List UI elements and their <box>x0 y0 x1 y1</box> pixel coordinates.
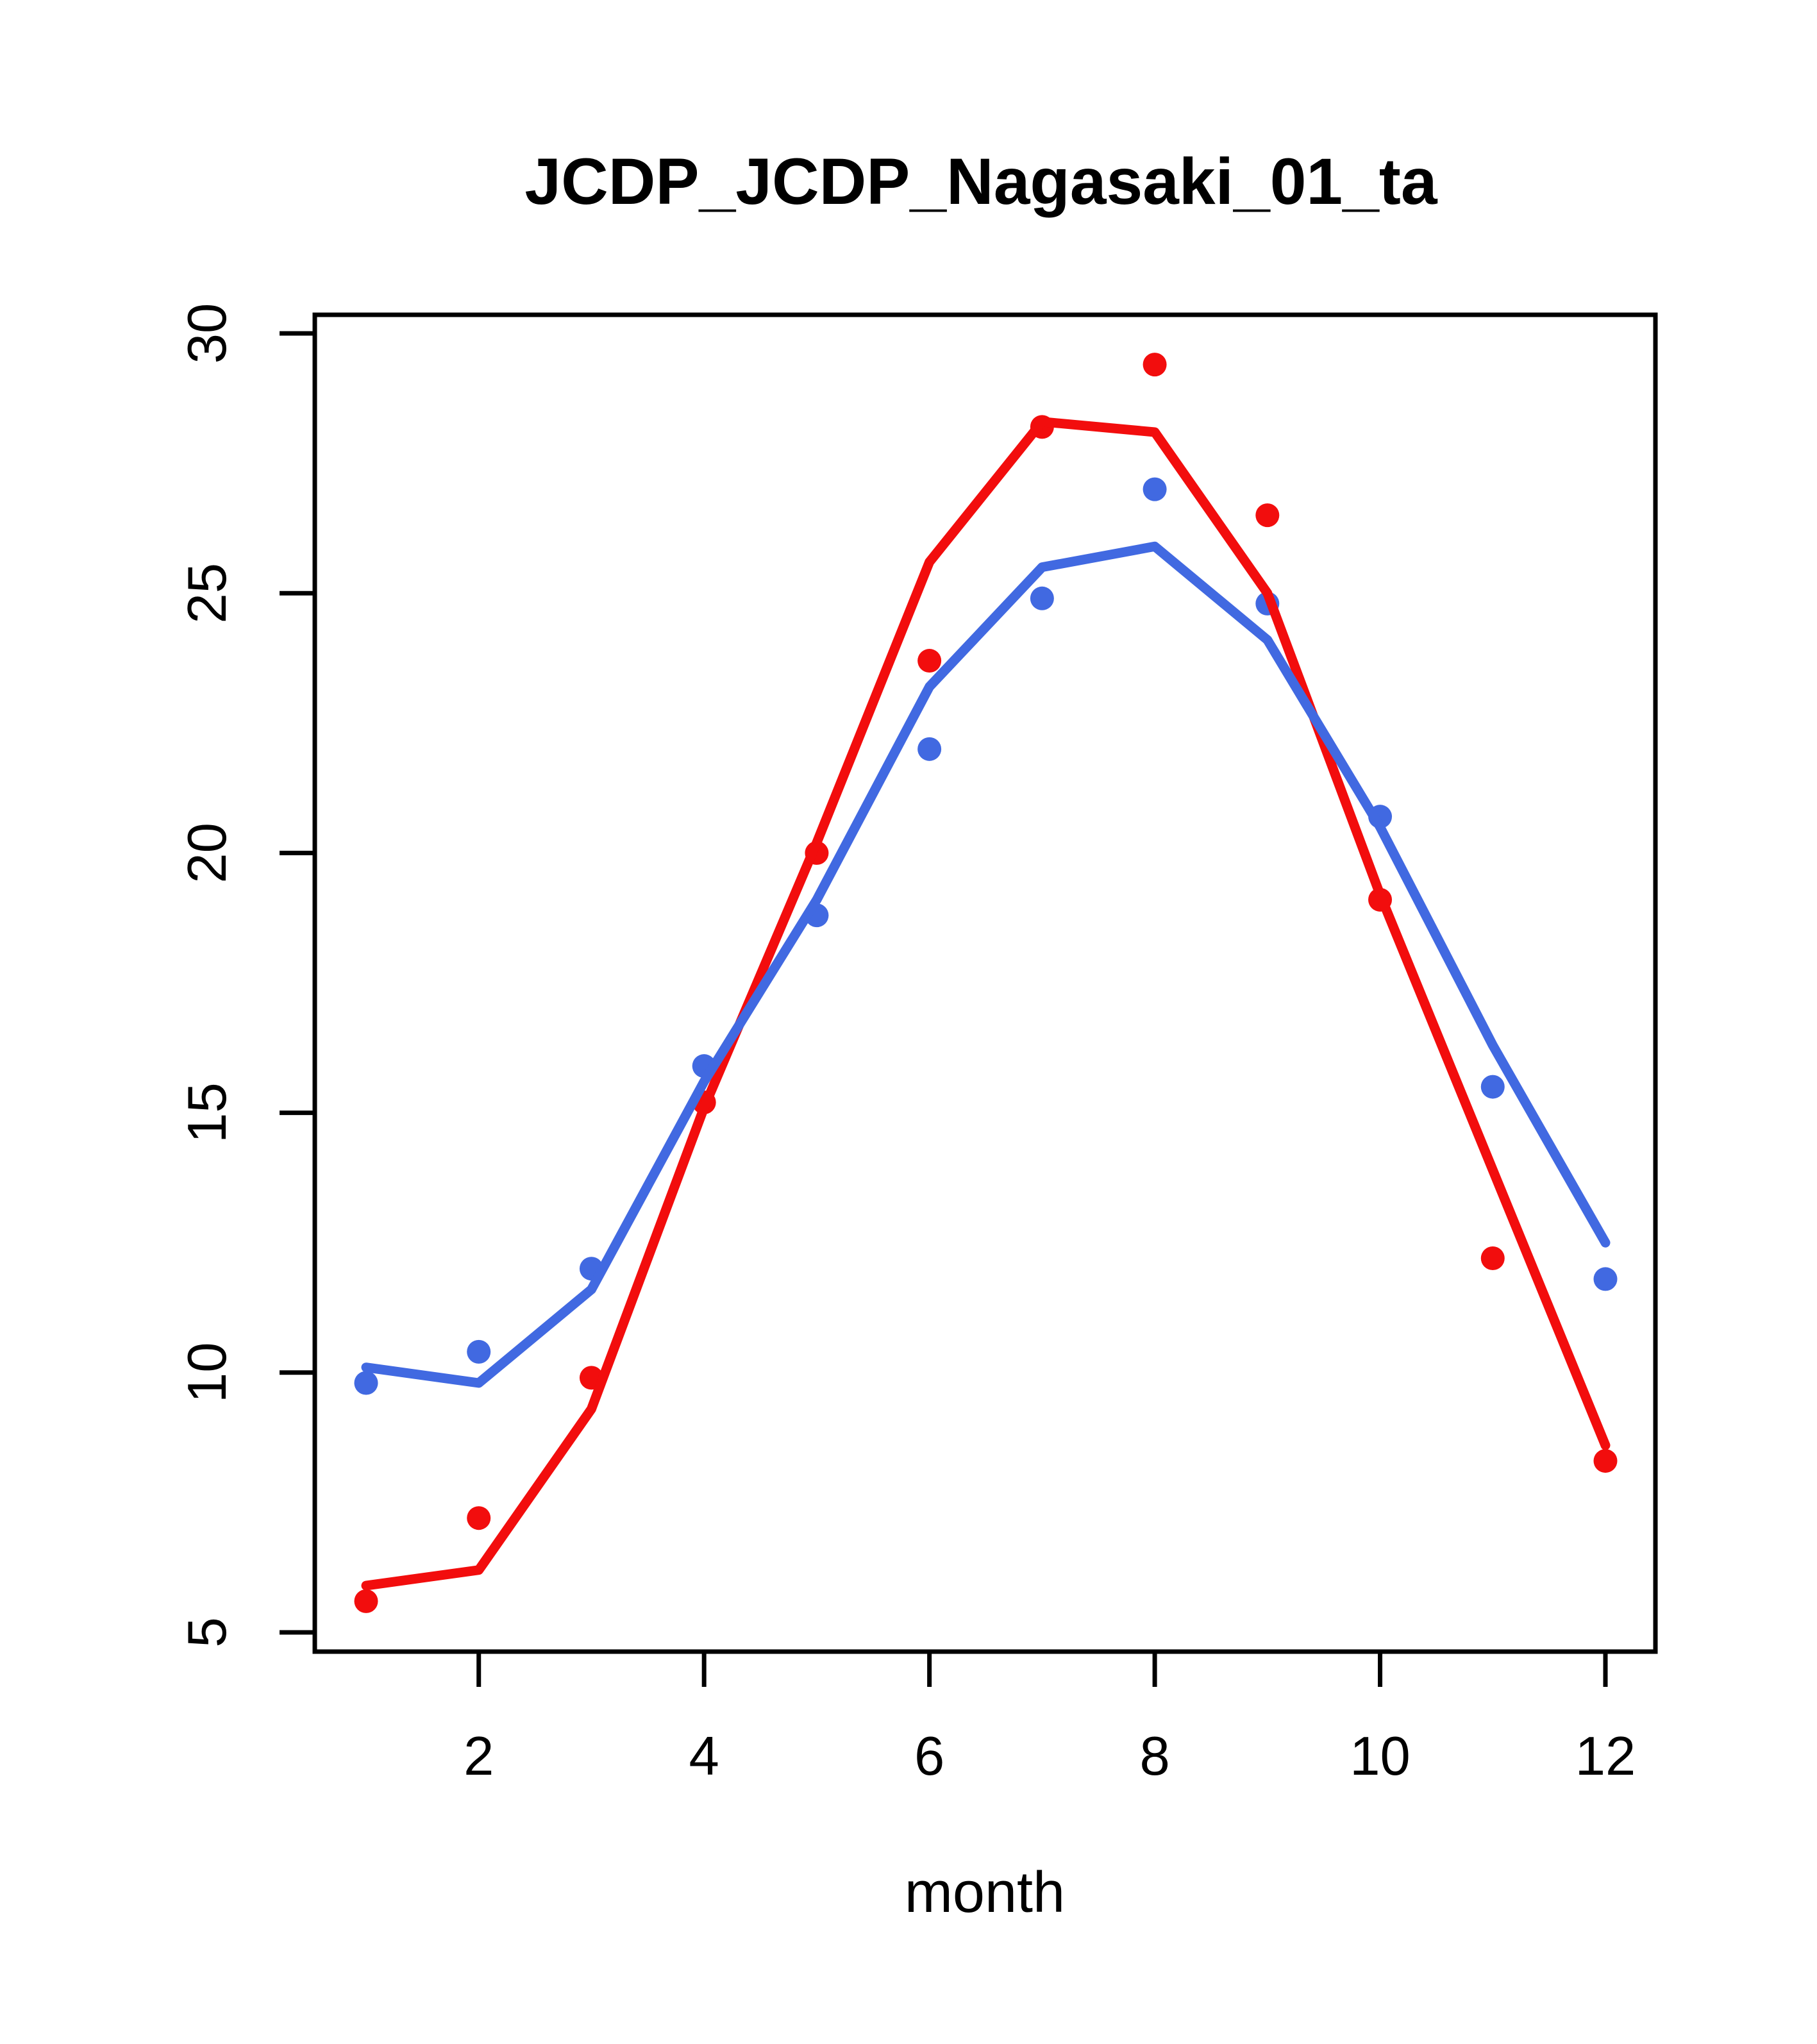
y-tick-label: 25 <box>177 563 238 624</box>
x-tick-label: 6 <box>914 1726 944 1787</box>
y-tick-label: 10 <box>177 1343 238 1403</box>
blue-observed-points-point <box>917 737 942 761</box>
blue-observed-points-point <box>1143 477 1167 501</box>
x-tick-label: 2 <box>464 1726 494 1787</box>
x-axis-tick-labels: 2 4 6 8 10 12 <box>464 1726 1636 1787</box>
chart-title: JCDP_JCDP_Nagasaki_01_ta <box>524 145 1437 218</box>
x-axis-ticks <box>476 1652 1608 1687</box>
red-observed-points-point <box>467 1506 491 1530</box>
blue-observed-points-point <box>354 1371 378 1395</box>
blue-observed-points-point <box>1030 586 1054 610</box>
blue-fitted-line-path <box>361 541 1611 1388</box>
red-observed-points-point <box>354 1589 378 1613</box>
blue-observed-points-point <box>1593 1267 1618 1291</box>
x-tick-label: 4 <box>689 1726 719 1787</box>
y-tick-label: 30 <box>177 303 238 364</box>
red-observed-points-point <box>1143 353 1167 377</box>
red-observed-points-point <box>1255 503 1280 528</box>
series-lines-layer <box>361 417 1611 1591</box>
red-observed-points-point <box>1480 1246 1505 1271</box>
y-axis-ticks <box>280 331 315 1635</box>
x-tick-label: 12 <box>1575 1726 1636 1787</box>
y-tick-label: 15 <box>177 1082 238 1143</box>
x-axis-title: month <box>905 1861 1065 1925</box>
red-observed-points-point <box>917 649 942 673</box>
y-tick-label: 5 <box>177 1617 238 1647</box>
y-axis-tick-labels: 5 10 15 20 25 30 <box>177 303 238 1648</box>
blue-observed-points-point <box>1480 1075 1505 1099</box>
plot-box <box>312 312 1658 1654</box>
series-points-layer <box>354 353 1618 1613</box>
y-tick-label: 20 <box>177 823 238 884</box>
red-fitted-line-path <box>361 417 1611 1591</box>
x-tick-label: 10 <box>1350 1726 1411 1787</box>
red-observed-points-point <box>1593 1449 1618 1473</box>
blue-observed-points-point <box>467 1339 491 1364</box>
x-tick-label: 8 <box>1139 1726 1169 1787</box>
